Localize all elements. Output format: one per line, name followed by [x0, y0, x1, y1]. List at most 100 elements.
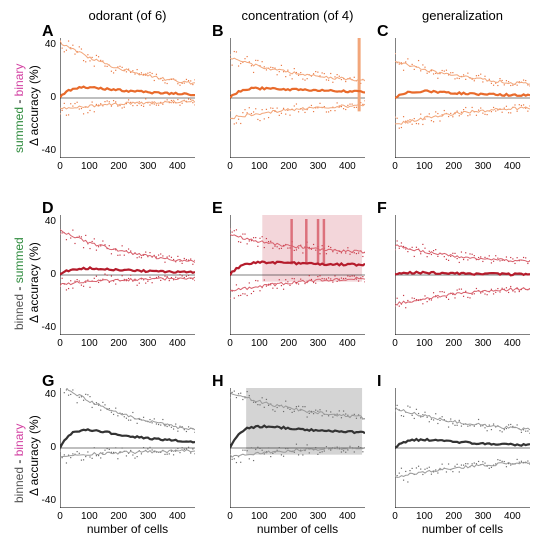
xtick-label: 100	[77, 161, 101, 172]
upper-bound-line	[230, 58, 365, 81]
upper-bound-line	[60, 41, 195, 84]
panel-svg-D	[60, 215, 195, 335]
mean-line	[60, 267, 195, 274]
column-title-1: concentration (of 4)	[218, 8, 378, 23]
xtick-label: 300	[306, 161, 330, 172]
panel-svg-F	[395, 215, 530, 335]
lower-bound-line	[60, 450, 195, 457]
xtick-label: 100	[412, 511, 436, 522]
ytick-label: 0	[36, 442, 56, 453]
panel-letter-F: F	[377, 200, 387, 218]
xtick-label: 100	[77, 338, 101, 349]
ytick-label: -40	[36, 322, 56, 333]
row-ylabel-metric-0: Δ accuracy (%)	[27, 65, 41, 146]
xtick-label: 400	[335, 338, 359, 349]
panel-letter-D: D	[42, 200, 54, 218]
xtick-label: 100	[412, 338, 436, 349]
scatter-dots	[395, 53, 530, 129]
panel-svg-H	[230, 388, 365, 508]
panel-B	[230, 38, 365, 158]
xtick-label: 300	[136, 161, 160, 172]
lower-bound-line	[395, 288, 530, 305]
lower-bound-line	[230, 104, 365, 119]
xtick-label: 300	[136, 338, 160, 349]
xtick-label: 300	[306, 338, 330, 349]
xtick-label: 100	[247, 338, 271, 349]
ytick-label: -40	[36, 145, 56, 156]
panel-svg-A	[60, 38, 195, 158]
panel-letter-B: B	[212, 23, 224, 41]
panel-svg-B	[230, 38, 365, 158]
row-ylabel-comparison-2: binned - binary	[12, 424, 26, 503]
xtick-label: 0	[48, 338, 72, 349]
panel-letter-A: A	[42, 23, 54, 41]
column-title-2: generalization	[383, 8, 538, 23]
xlabel-1: number of cells	[218, 522, 378, 536]
xtick-label: 300	[471, 338, 495, 349]
mean-line	[60, 429, 195, 448]
xtick-label: 400	[500, 161, 524, 172]
lower-bound-line	[395, 462, 530, 477]
mean-line	[395, 439, 530, 448]
upper-bound-line	[395, 407, 530, 430]
panel-letter-G: G	[42, 373, 54, 391]
mean-line	[395, 91, 530, 99]
xtick-label: 200	[107, 511, 131, 522]
xtick-label: 0	[218, 338, 242, 349]
xtick-label: 400	[500, 511, 524, 522]
row-ylabel-metric-2: Δ accuracy (%)	[27, 415, 41, 496]
xtick-label: 100	[247, 161, 271, 172]
xtick-label: 300	[471, 161, 495, 172]
xtick-label: 300	[306, 511, 330, 522]
xtick-label: 200	[107, 161, 131, 172]
panel-A	[60, 38, 195, 158]
xtick-label: 100	[247, 511, 271, 522]
xtick-label: 0	[383, 338, 407, 349]
mean-line	[230, 88, 365, 98]
panel-letter-E: E	[212, 200, 223, 218]
xtick-label: 0	[383, 511, 407, 522]
xtick-label: 400	[335, 511, 359, 522]
column-title-0: odorant (of 6)	[48, 8, 208, 23]
lower-bound-line	[395, 107, 530, 124]
xtick-label: 200	[107, 338, 131, 349]
xtick-label: 0	[48, 511, 72, 522]
upper-bound-line	[60, 230, 195, 263]
panel-svg-I	[395, 388, 530, 508]
mean-line	[60, 87, 195, 98]
row-ylabel-comparison-1: binned - summed	[12, 237, 26, 330]
figure-root: odorant (of 6) concentration (of 4) genera…	[0, 0, 538, 559]
panel-I	[395, 388, 530, 508]
xtick-label: 200	[442, 338, 466, 349]
xtick-label: 0	[218, 511, 242, 522]
xtick-label: 200	[442, 511, 466, 522]
xtick-label: 300	[136, 511, 160, 522]
xtick-label: 0	[383, 161, 407, 172]
ytick-label: -40	[36, 495, 56, 506]
xtick-label: 400	[165, 511, 189, 522]
xtick-label: 400	[165, 338, 189, 349]
panel-D	[60, 215, 195, 335]
xlabel-0: number of cells	[48, 522, 208, 536]
panel-letter-H: H	[212, 373, 224, 391]
xlabel-2: number of cells	[383, 522, 538, 536]
xtick-label: 400	[500, 338, 524, 349]
xtick-label: 100	[77, 511, 101, 522]
xtick-label: 0	[218, 161, 242, 172]
xtick-label: 300	[471, 511, 495, 522]
panel-G	[60, 388, 195, 508]
panel-svg-G	[60, 388, 195, 508]
lower-bound-line	[60, 277, 195, 285]
panel-svg-C	[395, 38, 530, 158]
lower-bound-line	[60, 100, 195, 109]
panel-H	[230, 388, 365, 508]
row-ylabel-metric-1: Δ accuracy (%)	[27, 242, 41, 323]
upper-bound-line	[395, 62, 530, 85]
panel-C	[395, 38, 530, 158]
panel-letter-C: C	[377, 23, 389, 41]
xtick-label: 100	[412, 161, 436, 172]
panel-letter-I: I	[377, 373, 381, 391]
xtick-label: 0	[48, 161, 72, 172]
row-ylabel-comparison-0: summed - binary	[12, 64, 26, 153]
panel-E	[230, 215, 365, 335]
